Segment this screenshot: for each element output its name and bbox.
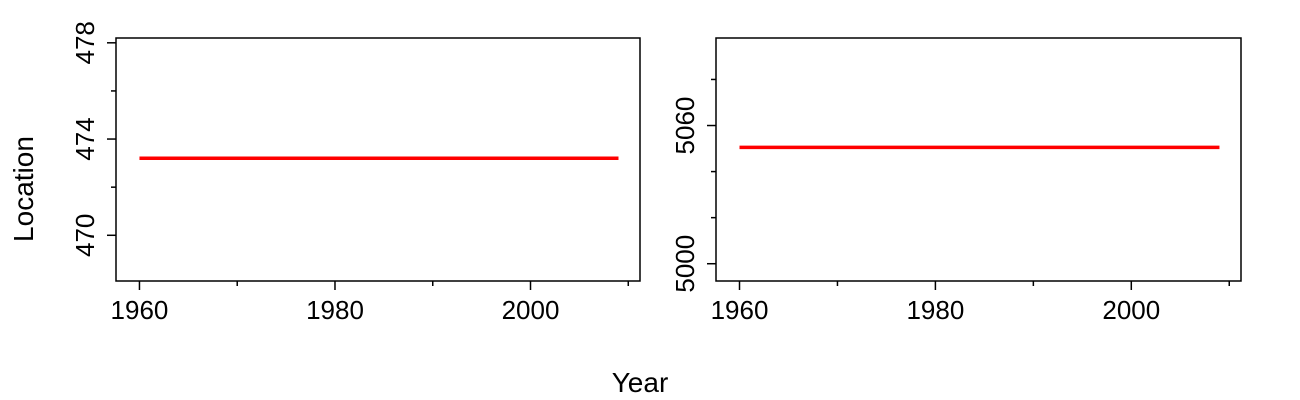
x-tick-label: 1960 <box>711 295 769 325</box>
left-panel: 1960 1980 2000 470 474 478 <box>70 21 641 325</box>
x-tick-label: 1960 <box>111 295 169 325</box>
y-tick-label: 470 <box>70 214 100 257</box>
x-tick-label: 1980 <box>906 295 964 325</box>
x-axis-label: Year <box>612 367 669 398</box>
plot-frame <box>715 37 1242 282</box>
x-tick-label: 2000 <box>502 295 560 325</box>
y-tick-label: 478 <box>70 21 100 64</box>
y-tick-label: 5000 <box>670 235 700 293</box>
y-tick-label: 474 <box>70 117 100 160</box>
x-tick-label: 2000 <box>1102 295 1160 325</box>
right-panel: 1960 1980 2000 5000 5060 <box>670 37 1242 325</box>
y-axis-label: Location <box>8 136 39 242</box>
x-tick-label: 1980 <box>306 295 364 325</box>
plot-frame <box>115 37 641 282</box>
y-tick-label: 5060 <box>670 97 700 155</box>
